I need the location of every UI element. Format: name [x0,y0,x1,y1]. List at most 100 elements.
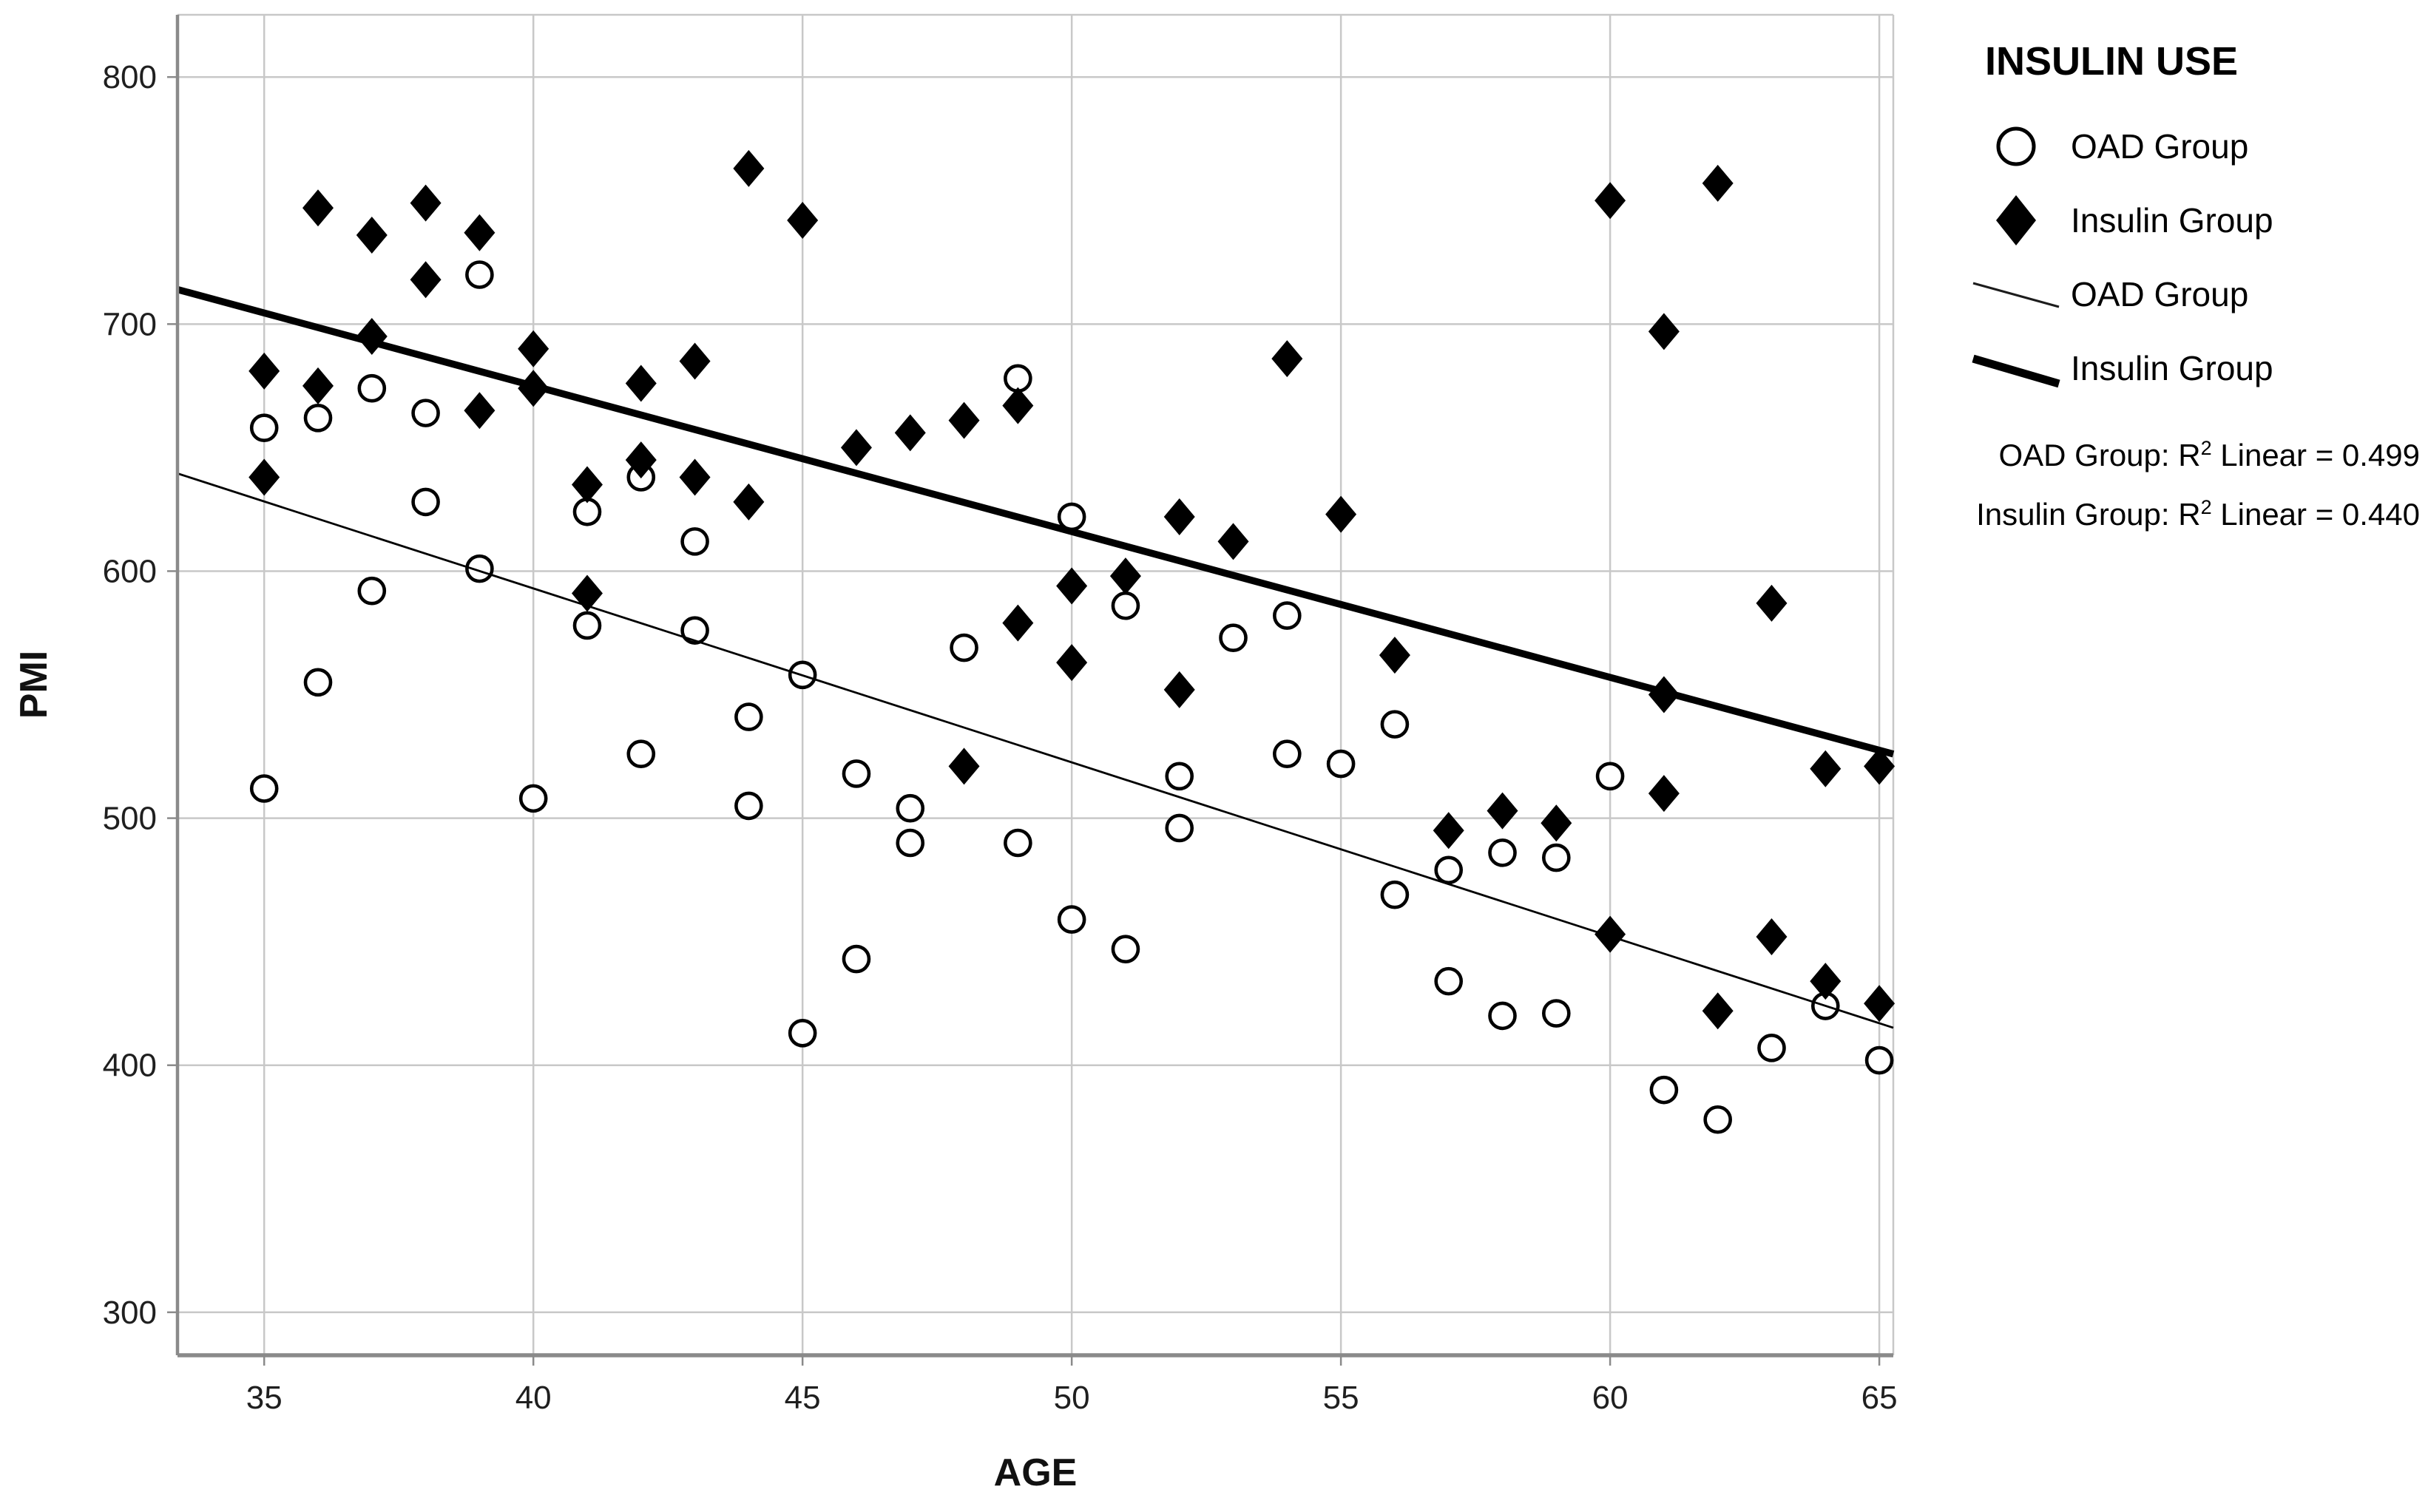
oad-point [411,399,440,427]
insulin-point [1595,915,1626,953]
oad-point [1273,739,1302,769]
insulin-point [571,466,603,504]
oad-point [303,668,333,697]
insulin-point [410,261,442,299]
x-tick-label: 55 [1323,1380,1359,1416]
legend-item-label: OAD Group [2071,275,2249,313]
insulin-point [518,330,549,367]
oad-point [1541,843,1571,872]
insulin-point [625,365,657,402]
oad-point [303,404,333,433]
insulin-point [894,414,926,452]
thick-line-icon [1969,342,2063,394]
insulin-point [1056,644,1088,682]
oad-point [1057,502,1086,532]
oad-point [1380,710,1410,739]
insulin-point [679,458,711,496]
insulin-point [464,214,496,251]
insulin-point [1595,182,1626,220]
oad-point [896,828,925,858]
insulin-point [1810,750,1842,787]
insulin-point [1810,963,1842,1000]
insulin-point [302,367,334,404]
oad-point [1864,1045,1894,1075]
oad-point [1004,828,1032,858]
oad-point [1488,1001,1517,1031]
insulin-point [1541,804,1572,842]
r-squared-annotation: OAD Group: R2 Linear = 0.499 Insulin Gro… [1893,426,2420,544]
oad-point [1703,1105,1732,1134]
insulin-point [1433,812,1464,850]
oad-point [1434,966,1464,996]
oad-point [1326,749,1356,779]
oad-point [465,554,494,583]
y-tick-label: 400 [103,1048,157,1084]
x-tick-label: 45 [785,1380,821,1416]
insulin-point [1002,387,1034,424]
legend: INSULIN USE OAD Group Insulin Group OAD … [1969,38,2427,405]
insulin-point [625,441,657,479]
y-tick-label: 500 [103,801,157,837]
legend-item-label: OAD Group [2071,127,2249,166]
y-tick-label: 700 [103,306,157,342]
insulin-point [1702,992,1734,1030]
oad-point [680,527,709,556]
oad-point [518,784,548,813]
insulin-point [410,184,442,222]
insulin-point [1702,164,1734,202]
insulin-fit-line [176,285,1895,758]
oad-point [842,944,871,974]
insulin-point [356,217,388,254]
x-tick-label: 35 [246,1380,283,1416]
oad-point [1219,623,1248,652]
y-tick-label: 600 [103,553,157,589]
oad-point [1111,591,1140,620]
oad-point [734,702,763,731]
insulin-point [1648,313,1680,350]
thin-line-icon [1969,268,2063,320]
oad-point [1488,838,1517,867]
oad-point [626,739,656,769]
legend-item-oad-marker: OAD Group [1969,109,2427,183]
oad-point [572,611,602,640]
oad-point [680,616,709,645]
oad-point [1434,855,1464,885]
oad-point [1111,935,1140,963]
oad-point [1057,905,1086,934]
insulin-point [1648,775,1680,813]
oad-point [1273,601,1302,630]
insulin-point [679,342,711,380]
insulin-point [840,429,872,467]
oad-point [950,633,978,662]
x-tick-label: 65 [1861,1380,1898,1416]
oad-point [896,793,925,823]
x-tick-label: 60 [1592,1380,1629,1416]
oad-point [1165,813,1194,843]
x-tick-label: 50 [1054,1380,1090,1416]
insulin-point [1756,584,1788,622]
oad-point [249,774,279,803]
insulin-point [733,149,765,187]
oad-point [357,373,387,403]
insulin-point [302,189,334,227]
legend-item-label: Insulin Group [2071,201,2273,240]
insulin-point [248,458,280,496]
insulin-point [1109,557,1141,595]
oad-fit-line [177,472,1894,1029]
insulin-point [1864,985,1896,1023]
filled-diamond-icon [1969,183,2063,257]
x-tick-label: 40 [515,1380,552,1416]
legend-item-label: Insulin Group [2071,349,2273,387]
oad-point [1541,999,1571,1028]
open-circle-icon [1969,109,2063,183]
insulin-point [733,483,765,521]
insulin-point [464,392,496,430]
r2-line-oad: OAD Group: R2 Linear = 0.499 [1998,437,2420,472]
y-axis-title: PMI [13,650,55,719]
oad-point [1165,762,1194,791]
insulin-point [1163,671,1195,708]
oad-point [1595,762,1625,791]
legend-items: OAD Group Insulin Group OAD Group Insuli… [1969,109,2427,405]
